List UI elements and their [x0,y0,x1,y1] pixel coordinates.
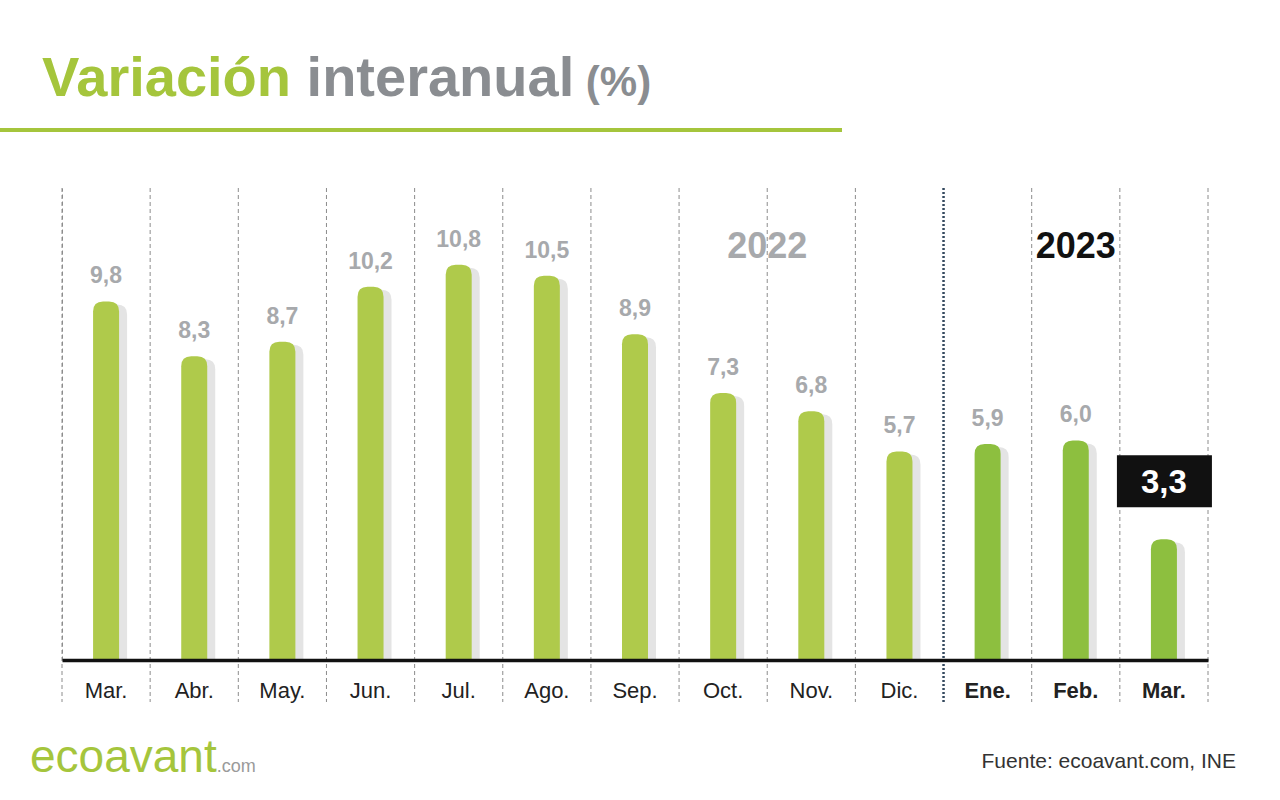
data-label: 5,9 [972,405,1004,431]
data-label: 8,3 [178,317,210,343]
separator [1031,188,1032,702]
bars [93,265,1185,660]
x-tick-label: Jul. [442,678,476,703]
year-label: 2022 [727,225,807,266]
x-tick: Jun. [350,660,392,703]
separator [62,188,63,702]
y-axis-line [62,189,63,661]
data-label: 10,2 [348,248,393,274]
x-tick-label: May. [259,678,305,703]
bar [1063,440,1089,660]
separator [1208,188,1209,702]
y-axis [62,189,63,661]
x-tick: Nov. [790,660,834,703]
bar [1151,539,1177,660]
title-part: Variación [42,45,291,108]
x-tick: Dic. [881,660,919,703]
x-tick: Oct. [703,660,743,703]
bar [446,265,472,660]
bar [269,342,295,660]
data-labels: 9,8 8,3 8,7 10,2 10,8 10,5 8,9 7,3 6,8 5,7 5,9 6,0 3… [90,226,1212,507]
bar [622,334,648,660]
bar [710,393,736,660]
x-tick-label: Sep. [612,678,657,703]
x-tick-label: Mar. [85,678,128,703]
bar [181,356,207,660]
data-label: 8,9 [619,295,651,321]
x-tick-label: Dic. [881,678,919,703]
x-tick: Abr. [175,660,214,703]
title-part: interanual [291,45,574,108]
separators [62,188,1208,702]
x-tick: Ene. [964,660,1010,703]
x-tick: Feb. [1053,660,1098,703]
data-label: 6,8 [795,372,827,398]
separator [590,188,591,702]
separator [150,188,151,702]
title-part: (%) [574,58,651,105]
x-tick-label: Feb. [1053,678,1098,703]
separator [238,188,239,702]
bar [975,444,1001,660]
bar [358,287,384,660]
title-rule [0,128,842,132]
x-tick: Mar. [85,660,128,703]
source: Fuente: ecoavant.com, INE [982,749,1236,772]
separator [326,188,327,702]
x-tick-label: Oct. [703,678,743,703]
x-tick-label: Nov. [790,678,834,703]
data-label: 8,7 [266,303,298,329]
x-tick-label: Ago. [524,678,569,703]
x-tick: May. [259,660,305,703]
separator [502,188,503,702]
chart: Variación interanual (%) Mar. Abr. May. Jun.… [0,0,1280,800]
year-label: 2023 [1036,225,1116,266]
separator [1119,188,1120,702]
bar [93,301,119,660]
year-separator [942,188,945,702]
x-tick: Sep. [612,660,657,703]
x-tick: Mar. [1142,660,1186,703]
data-label: 7,3 [707,354,739,380]
separator [414,188,415,702]
x-tick-label: Mar. [1142,678,1186,703]
bar [798,411,824,660]
x-axis-line [63,659,1209,663]
data-label: 10,8 [436,226,481,252]
data-label: 6,0 [1060,401,1092,427]
separator [679,188,680,702]
x-tick: Ago. [524,660,569,703]
x-tick: Jul. [442,660,476,703]
logo: ecoavant.com [30,730,256,782]
logo-part: ecoavant [30,730,217,782]
title: Variación interanual (%) [42,45,651,108]
logo-part: .com [217,756,256,776]
separator [855,188,856,702]
data-label: 5,7 [883,412,915,438]
bar [534,276,560,660]
bar [886,451,912,660]
x-tick-label: Jun. [350,678,392,703]
data-label: 9,8 [90,262,122,288]
x-tick-label: Ene. [964,678,1010,703]
x-tick-label: Abr. [175,678,214,703]
highlight-box [1117,455,1212,507]
x-axis: Mar. Abr. May. Jun. Jul. Ago. Sep. Oct. Nov. Dic.… [63,660,1209,703]
data-label: 3,3 [1141,463,1187,500]
data-label: 10,5 [524,237,569,263]
